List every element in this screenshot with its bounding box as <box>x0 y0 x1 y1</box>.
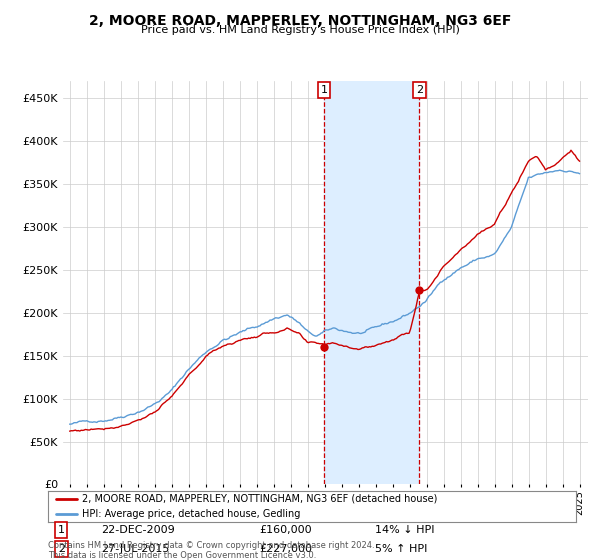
Text: 5% ↑ HPI: 5% ↑ HPI <box>376 544 428 554</box>
Text: 2: 2 <box>416 85 423 95</box>
Text: 2, MOORE ROAD, MAPPERLEY, NOTTINGHAM, NG3 6EF: 2, MOORE ROAD, MAPPERLEY, NOTTINGHAM, NG… <box>89 14 511 28</box>
Text: 2, MOORE ROAD, MAPPERLEY, NOTTINGHAM, NG3 6EF (detached house): 2, MOORE ROAD, MAPPERLEY, NOTTINGHAM, NG… <box>82 494 437 504</box>
Text: £227,000: £227,000 <box>259 544 312 554</box>
Text: £160,000: £160,000 <box>259 525 312 535</box>
Text: Price paid vs. HM Land Registry's House Price Index (HPI): Price paid vs. HM Land Registry's House … <box>140 25 460 35</box>
Text: 1: 1 <box>320 85 328 95</box>
Text: Contains HM Land Registry data © Crown copyright and database right 2024.
This d: Contains HM Land Registry data © Crown c… <box>48 540 374 560</box>
Text: 27-JUL-2015: 27-JUL-2015 <box>101 544 169 554</box>
Text: 2: 2 <box>58 544 65 554</box>
Bar <box>324 81 419 484</box>
Text: 14% ↓ HPI: 14% ↓ HPI <box>376 525 435 535</box>
Text: 1: 1 <box>58 525 65 535</box>
Text: 22-DEC-2009: 22-DEC-2009 <box>101 525 175 535</box>
Text: HPI: Average price, detached house, Gedling: HPI: Average price, detached house, Gedl… <box>82 509 301 519</box>
